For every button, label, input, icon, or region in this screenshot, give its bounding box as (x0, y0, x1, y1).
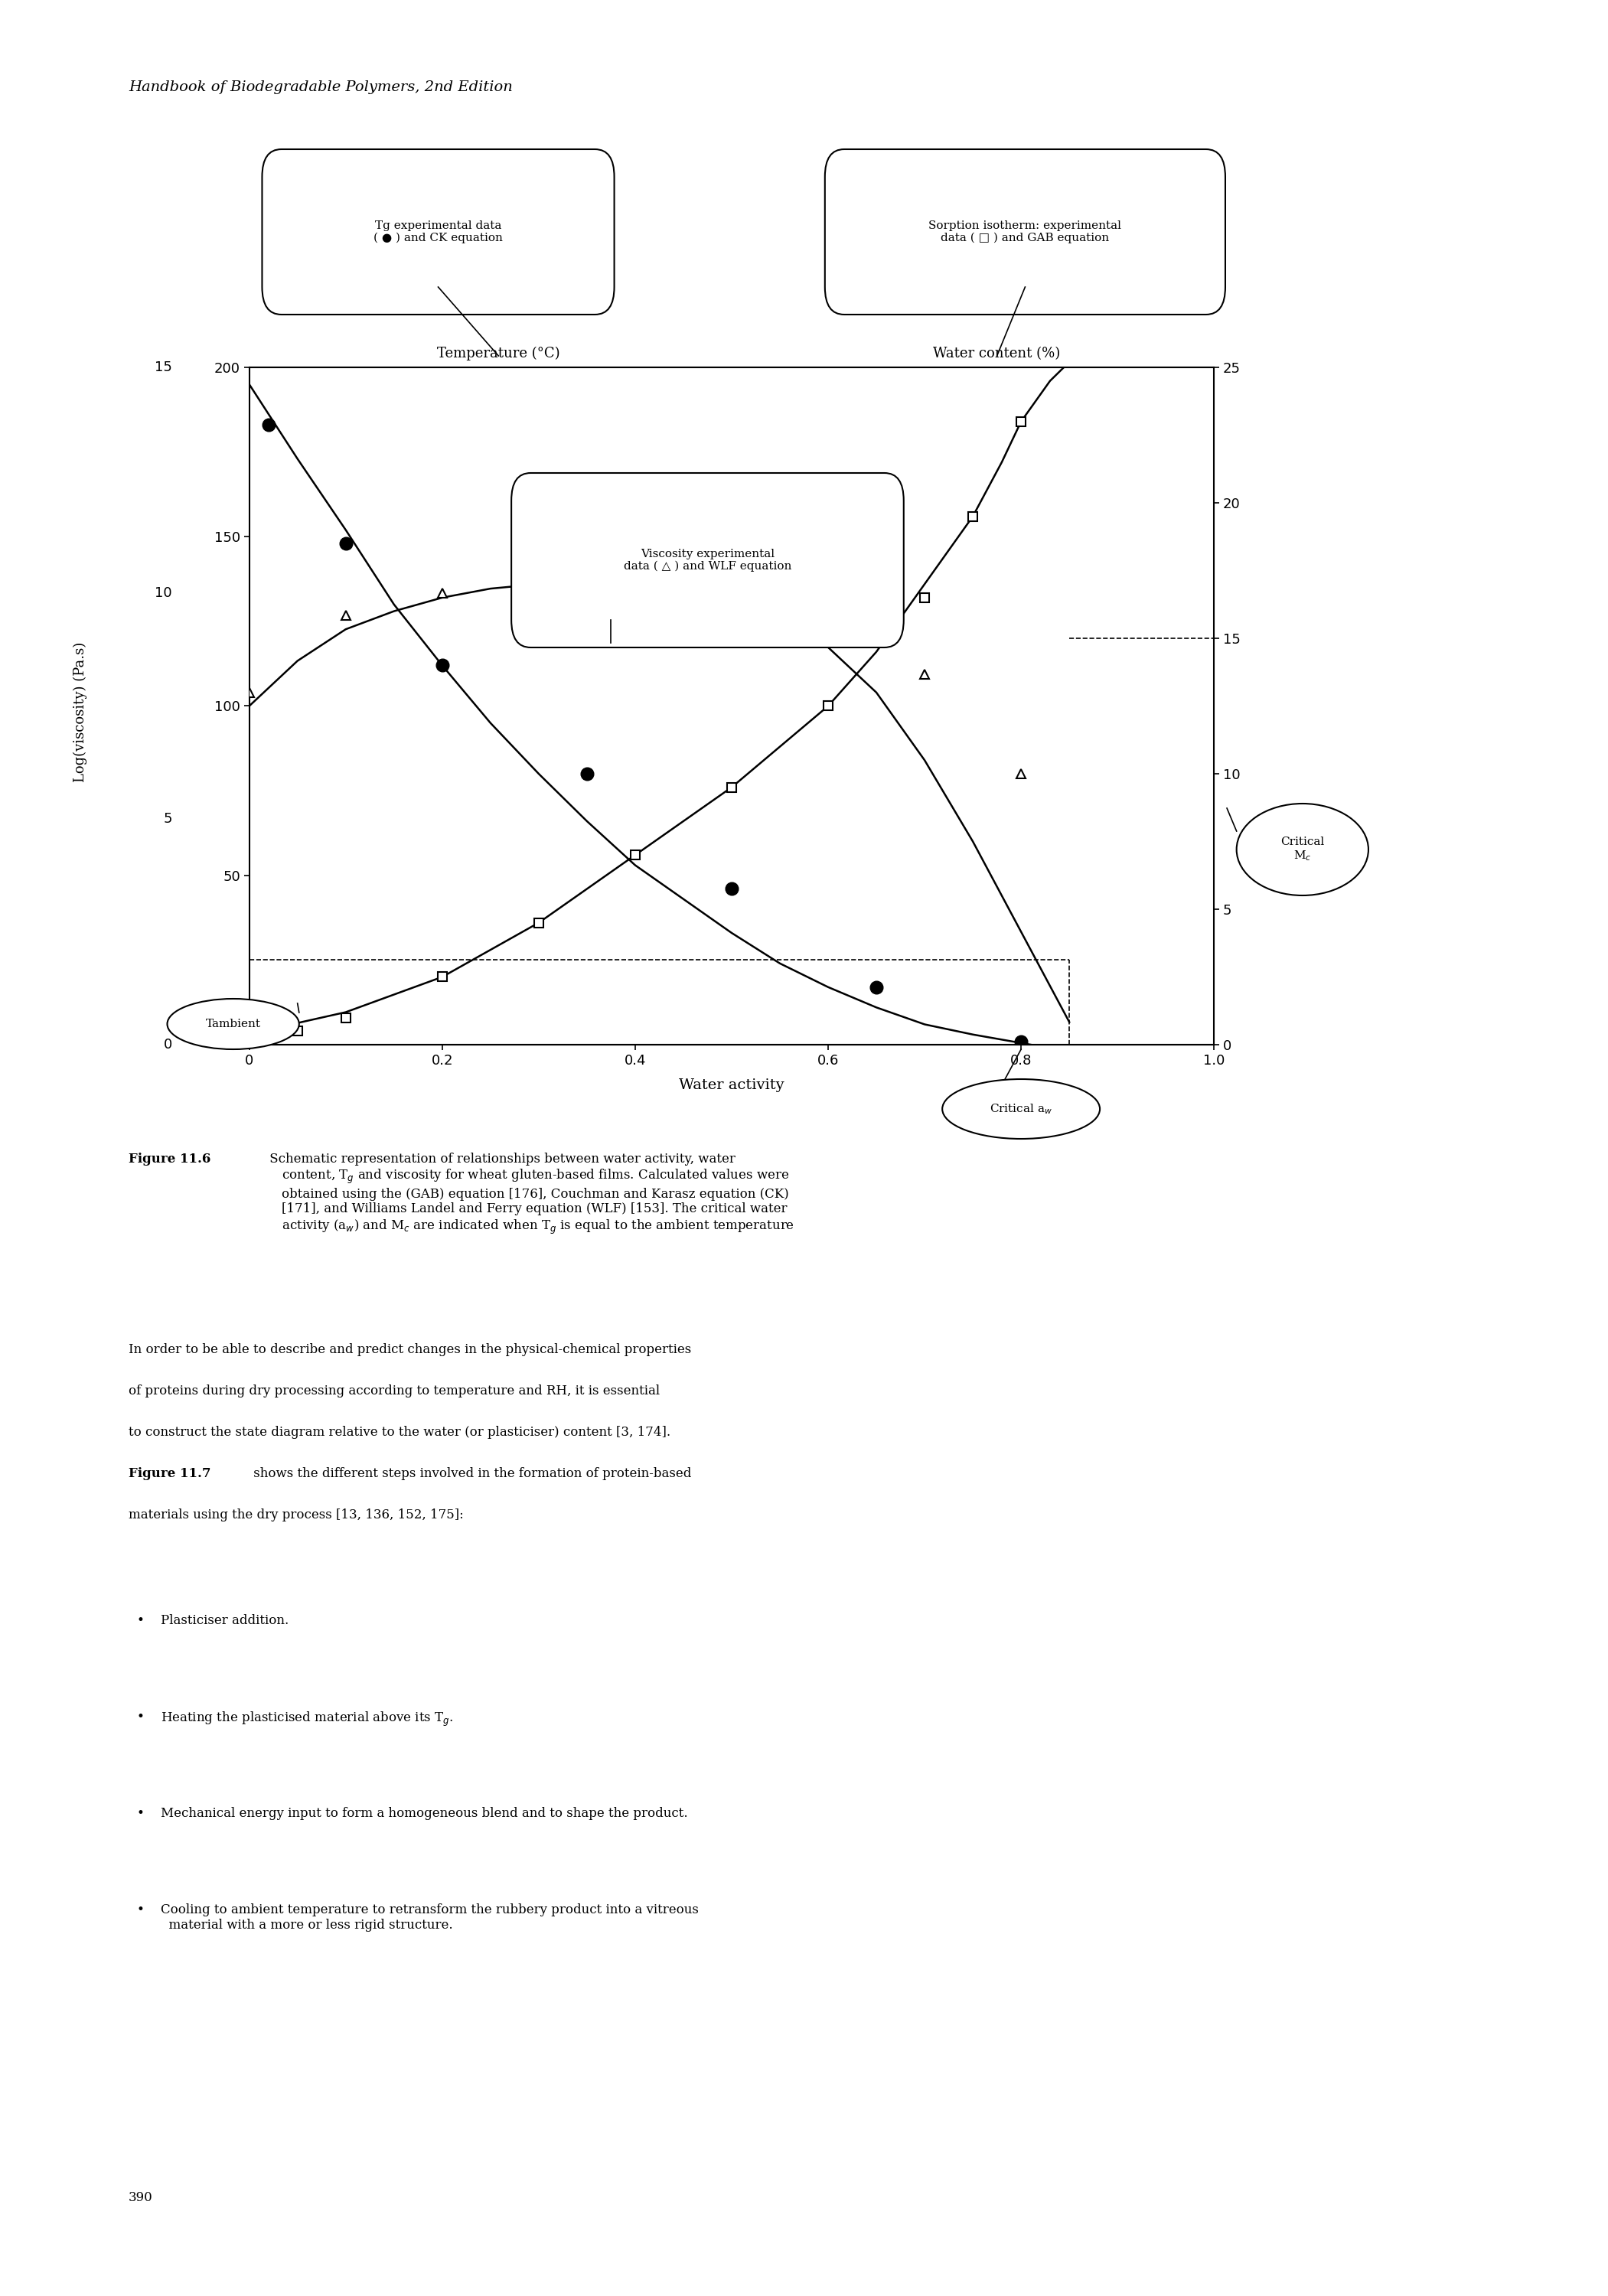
Text: Temperature (°C): Temperature (°C) (437, 347, 560, 360)
Text: 5: 5 (164, 813, 172, 827)
Text: Mechanical energy input to form a homogeneous blend and to shape the product.: Mechanical energy input to form a homoge… (161, 1807, 688, 1821)
Text: shows the different steps involved in the formation of protein-based: shows the different steps involved in th… (249, 1467, 691, 1481)
Text: Sorption isotherm: experimental
data ( □ ) and GAB equation: Sorption isotherm: experimental data ( □… (929, 220, 1121, 243)
X-axis label: Water activity: Water activity (679, 1079, 785, 1093)
Text: In order to be able to describe and predict changes in the physical-chemical pro: In order to be able to describe and pred… (129, 1343, 691, 1357)
Text: 10: 10 (154, 585, 172, 599)
Text: Viscosity experimental
data ( △ ) and WLF equation: Viscosity experimental data ( △ ) and WL… (624, 549, 791, 572)
Text: 0: 0 (164, 1038, 172, 1052)
Text: Tg experimental data
( ● ) and CK equation: Tg experimental data ( ● ) and CK equati… (373, 220, 503, 243)
Text: •: • (137, 1903, 145, 1917)
Text: Heating the plasticised material above its T$_g$.: Heating the plasticised material above i… (161, 1711, 453, 1729)
Text: Water content (%): Water content (%) (933, 347, 1061, 360)
Text: Figure 11.6: Figure 11.6 (129, 1153, 211, 1166)
Text: •: • (137, 1614, 145, 1628)
Text: Plasticiser addition.: Plasticiser addition. (161, 1614, 289, 1628)
Text: to construct the state diagram relative to the water (or plasticiser) content [3: to construct the state diagram relative … (129, 1426, 671, 1440)
Text: Log(viscosity) (Pa.s): Log(viscosity) (Pa.s) (74, 641, 87, 783)
Text: Critical a$_w$: Critical a$_w$ (989, 1102, 1053, 1116)
Text: Cooling to ambient temperature to retransform the rubbery product into a vitreou: Cooling to ambient temperature to retran… (161, 1903, 699, 1931)
Text: 390: 390 (129, 2190, 153, 2204)
Text: Tambient: Tambient (206, 1019, 260, 1029)
Text: Schematic representation of relationships between water activity, water
    cont: Schematic representation of relationship… (265, 1153, 794, 1235)
Text: 15: 15 (154, 360, 172, 374)
Text: Critical
M$_c$: Critical M$_c$ (1280, 836, 1325, 863)
Text: of proteins during dry processing according to temperature and RH, it is essenti: of proteins during dry processing accord… (129, 1384, 659, 1398)
Text: •: • (137, 1711, 145, 1724)
Text: Handbook of Biodegradable Polymers, 2nd Edition: Handbook of Biodegradable Polymers, 2nd … (129, 80, 513, 94)
Text: •: • (137, 1807, 145, 1821)
Text: materials using the dry process [13, 136, 152, 175]:: materials using the dry process [13, 136… (129, 1508, 463, 1522)
Text: Figure 11.7: Figure 11.7 (129, 1467, 211, 1481)
